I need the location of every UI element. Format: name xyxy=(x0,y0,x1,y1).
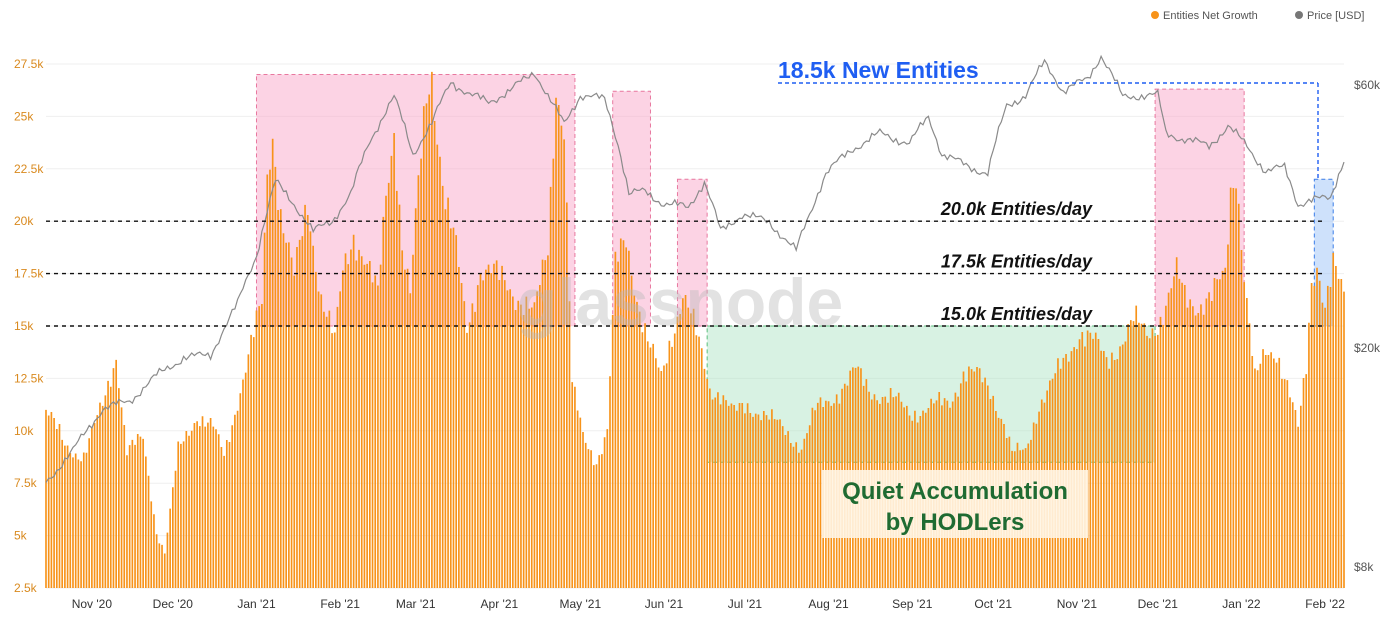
x-tick-6: May '21 xyxy=(559,597,601,611)
y-tick-left-8: 22.5k xyxy=(14,162,44,176)
y-tick-right-1: $20k xyxy=(1354,341,1381,355)
price-line xyxy=(45,54,1345,483)
x-tick-0: Nov '20 xyxy=(72,597,113,611)
reference-lines: 20.0k Entities/day 17.5k Entities/day 15.0… xyxy=(46,199,1322,327)
x-tick-12: Nov '21 xyxy=(1057,597,1098,611)
y-tick-left-3: 10k xyxy=(14,424,34,438)
reference-label-1: 17.5k Entities/day xyxy=(941,252,1093,272)
y-tick-left-4: 12.5k xyxy=(14,371,44,385)
reference-label-0: 20.0k Entities/day xyxy=(940,199,1093,219)
x-tick-5: Apr '21 xyxy=(481,597,519,611)
x-tick-10: Sep '21 xyxy=(892,597,933,611)
y-tick-left-1: 5k xyxy=(14,529,28,543)
y-tick-left-10: 27.5k xyxy=(14,57,44,71)
quiet-label-line2: by HODLers xyxy=(886,509,1025,536)
y-tick-left-6: 17.5k xyxy=(14,267,44,281)
x-tick-4: Mar '21 xyxy=(396,597,436,611)
y-tick-left-2: 7.5k xyxy=(14,476,38,490)
entities-net-growth-bars xyxy=(45,71,1345,589)
legend-label-price: Price [USD] xyxy=(1307,10,1364,22)
watermark-text: glassnode xyxy=(517,265,843,339)
legend-label-entities: Entities Net Growth xyxy=(1163,10,1258,22)
y-tick-left-7: 20k xyxy=(14,214,34,228)
x-tick-1: Dec '20 xyxy=(153,597,194,611)
y-tick-right-0: $8k xyxy=(1354,560,1374,574)
y-tick-left-9: 25k xyxy=(14,109,34,123)
x-tick-3: Feb '21 xyxy=(320,597,360,611)
x-tick-9: Aug '21 xyxy=(808,597,849,611)
legend-swatch-entities xyxy=(1151,11,1159,19)
highlight-region-surge-3 xyxy=(1154,88,1245,327)
quiet-label-background xyxy=(822,470,1088,538)
x-tick-7: Jun '21 xyxy=(645,597,684,611)
x-tick-15: Feb '22 xyxy=(1305,597,1345,611)
annotations: 18.5k New Entities Quiet Accumulation by H… xyxy=(778,57,1319,538)
y-tick-left-0: 2.5k xyxy=(14,581,38,595)
legend-swatch-price xyxy=(1295,11,1303,19)
reference-label-2: 15.0k Entities/day xyxy=(941,304,1093,324)
new-entities-label: 18.5k New Entities xyxy=(778,57,979,83)
y-tick-left-5: 15k xyxy=(14,319,34,333)
x-tick-11: Oct '21 xyxy=(974,597,1012,611)
x-tick-13: Dec '21 xyxy=(1138,597,1179,611)
highlight-region-surge-2 xyxy=(676,178,708,327)
legend: Entities Net Growth Price [USD] xyxy=(1151,10,1364,22)
quiet-label-line1: Quiet Accumulation xyxy=(842,478,1068,505)
x-tick-14: Jan '22 xyxy=(1222,597,1261,611)
x-tick-2: Jan '21 xyxy=(237,597,276,611)
axes: 2.5k 5k 7.5k 10k 12.5k 15k 17.5k 20k 22.5k 25k 27.… xyxy=(14,57,1381,611)
y-tick-right-2: $60k xyxy=(1354,78,1381,92)
x-tick-8: Jul '21 xyxy=(728,597,763,611)
